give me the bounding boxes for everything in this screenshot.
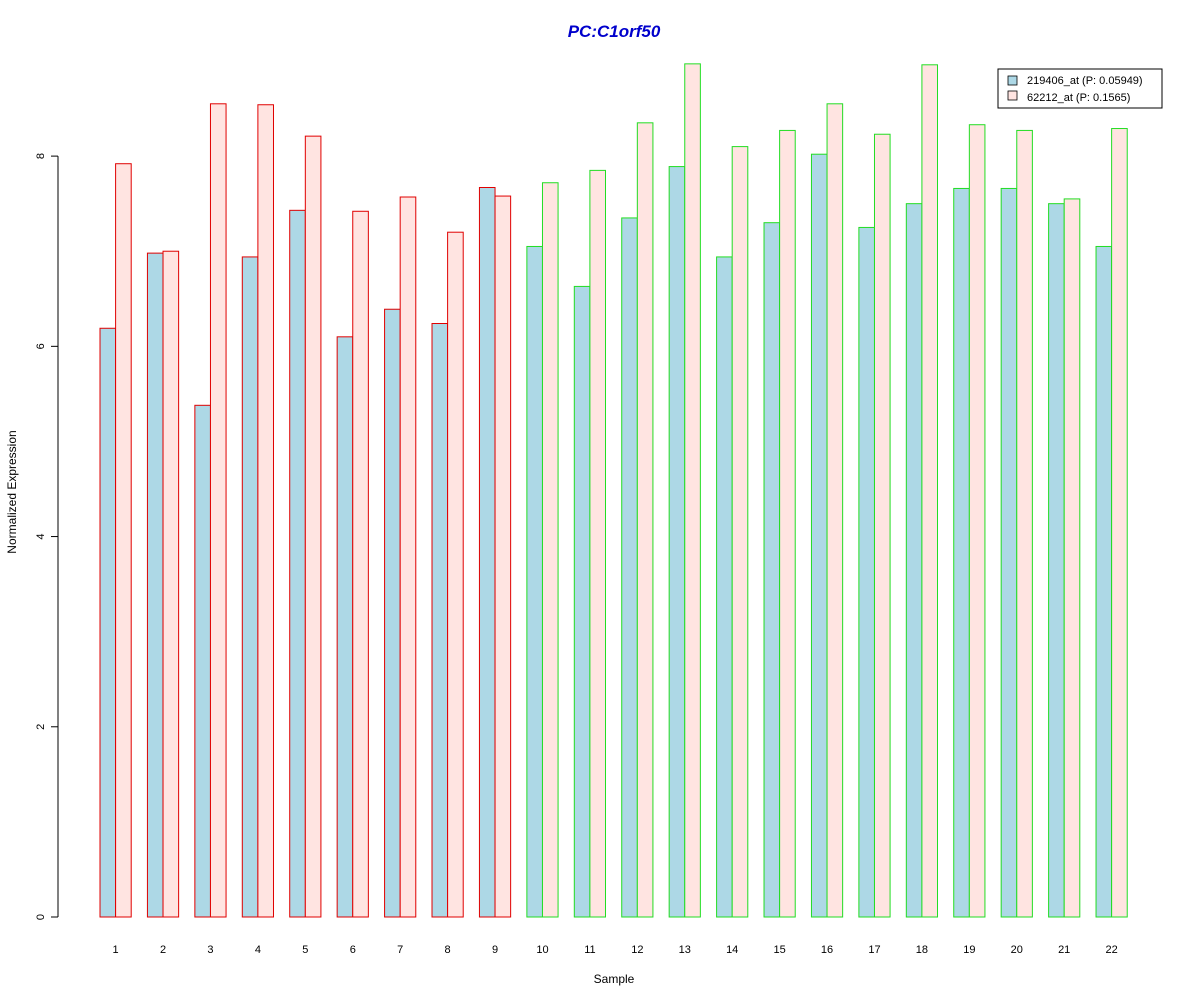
y-tick-label: 8 — [35, 153, 47, 159]
bar-2-sample-16 — [826, 103, 844, 918]
legend-label-series-2: 62212_at (P: 0.1565) — [1027, 92, 1130, 104]
y-tick-label: 0 — [35, 914, 47, 920]
bar-1-sample-6 — [336, 336, 354, 918]
bar-2-sample-8 — [447, 231, 464, 918]
legend-box — [997, 68, 1163, 109]
bar-2-sample-3 — [209, 103, 227, 918]
bar-2-sample-20 — [1016, 129, 1033, 918]
bar-2-sample-11 — [589, 169, 607, 918]
bar-1-sample-20 — [1000, 187, 1018, 918]
bar-1-sample-8 — [431, 323, 449, 918]
x-tick-label: 22 — [1106, 944, 1118, 956]
x-tick-label: 9 — [492, 944, 498, 956]
x-tick-label: 7 — [397, 944, 403, 956]
x-tick-labels: 1 2 3 4 5 6 7 8 9 10 11 12 13 14 15 16 17 18 19 20 21 22 — [113, 944, 1118, 956]
bar-2-sample-17 — [873, 133, 891, 918]
bar-1-sample-9 — [478, 186, 496, 918]
y-axis: 0 2 4 6 8 — [35, 153, 59, 920]
y-axis-label: Normalized Expression — [5, 430, 19, 553]
bar-2-sample-22 — [1111, 128, 1128, 918]
legend: 219406_at (P: 0.05949) 62212_at (P: 0.15… — [997, 68, 1163, 109]
bar-1-sample-13 — [668, 166, 686, 918]
bar-1-sample-16 — [810, 153, 828, 918]
legend-label-series-1: 219406_at (P: 0.05949) — [1027, 75, 1143, 87]
bar-2-sample-5 — [304, 135, 322, 918]
x-tick-label: 5 — [302, 944, 308, 956]
bar-1-sample-5 — [289, 209, 306, 918]
x-tick-label: 6 — [350, 944, 356, 956]
bar-1-sample-19 — [953, 187, 970, 918]
x-tick-label: 15 — [773, 944, 785, 956]
bar-1-sample-17 — [858, 226, 875, 918]
bar-1-sample-4 — [241, 256, 259, 918]
bar-2-sample-13 — [684, 63, 701, 918]
bar-2-sample-1 — [115, 163, 132, 918]
x-tick-label: 19 — [963, 944, 975, 956]
bar-2-sample-19 — [968, 124, 986, 918]
bar-1-sample-11 — [573, 285, 591, 918]
x-tick-label: 21 — [1058, 944, 1070, 956]
bar-1-sample-1 — [99, 327, 117, 918]
bar-2-sample-21 — [1063, 198, 1081, 918]
x-tick-label: 12 — [631, 944, 643, 956]
x-tick-label: 20 — [1011, 944, 1023, 956]
bar-2-sample-6 — [352, 210, 369, 918]
bar-1-sample-7 — [384, 308, 401, 918]
bars — [99, 63, 1128, 918]
bar-2-sample-9 — [494, 195, 512, 918]
x-tick-label: 3 — [207, 944, 213, 956]
x-axis-label: Sample — [594, 972, 635, 986]
bar-1-sample-12 — [621, 217, 638, 918]
y-tick-label: 2 — [35, 724, 47, 730]
y-tick-label: 6 — [35, 343, 47, 349]
x-tick-label: 17 — [868, 944, 880, 956]
bar-2-sample-18 — [921, 64, 939, 918]
bar-1-sample-2 — [146, 252, 164, 918]
x-tick-label: 8 — [445, 944, 451, 956]
bar-1-sample-21 — [1048, 203, 1065, 918]
x-tick-label: 1 — [113, 944, 119, 956]
x-tick-label: 14 — [726, 944, 738, 956]
bar-1-sample-10 — [526, 245, 543, 918]
bar-2-sample-7 — [399, 196, 417, 918]
x-tick-label: 11 — [584, 944, 595, 956]
bar-1-sample-15 — [763, 222, 781, 918]
bar-2-sample-14 — [731, 146, 749, 918]
legend-swatch-series-2 — [1007, 90, 1018, 101]
x-tick-label: 2 — [160, 944, 166, 956]
bar-2-sample-2 — [162, 250, 180, 918]
x-tick-label: 16 — [821, 944, 833, 956]
chart-title: PC:C1orf50 — [568, 22, 661, 41]
legend-swatch-series-1 — [1007, 75, 1018, 86]
bar-1-sample-22 — [1095, 245, 1113, 918]
bar-2-sample-10 — [541, 182, 559, 918]
x-tick-label: 4 — [255, 944, 261, 956]
bar-1-sample-14 — [716, 256, 733, 918]
bar-2-sample-4 — [257, 104, 274, 918]
bar-1-sample-3 — [194, 404, 211, 918]
x-tick-label: 10 — [536, 944, 548, 956]
bar-2-sample-12 — [636, 122, 654, 918]
x-tick-label: 13 — [679, 944, 691, 956]
x-tick-label: 18 — [916, 944, 928, 956]
y-tick-label: 4 — [35, 533, 47, 539]
bar-2-sample-15 — [779, 129, 796, 918]
bar-1-sample-18 — [905, 203, 923, 918]
